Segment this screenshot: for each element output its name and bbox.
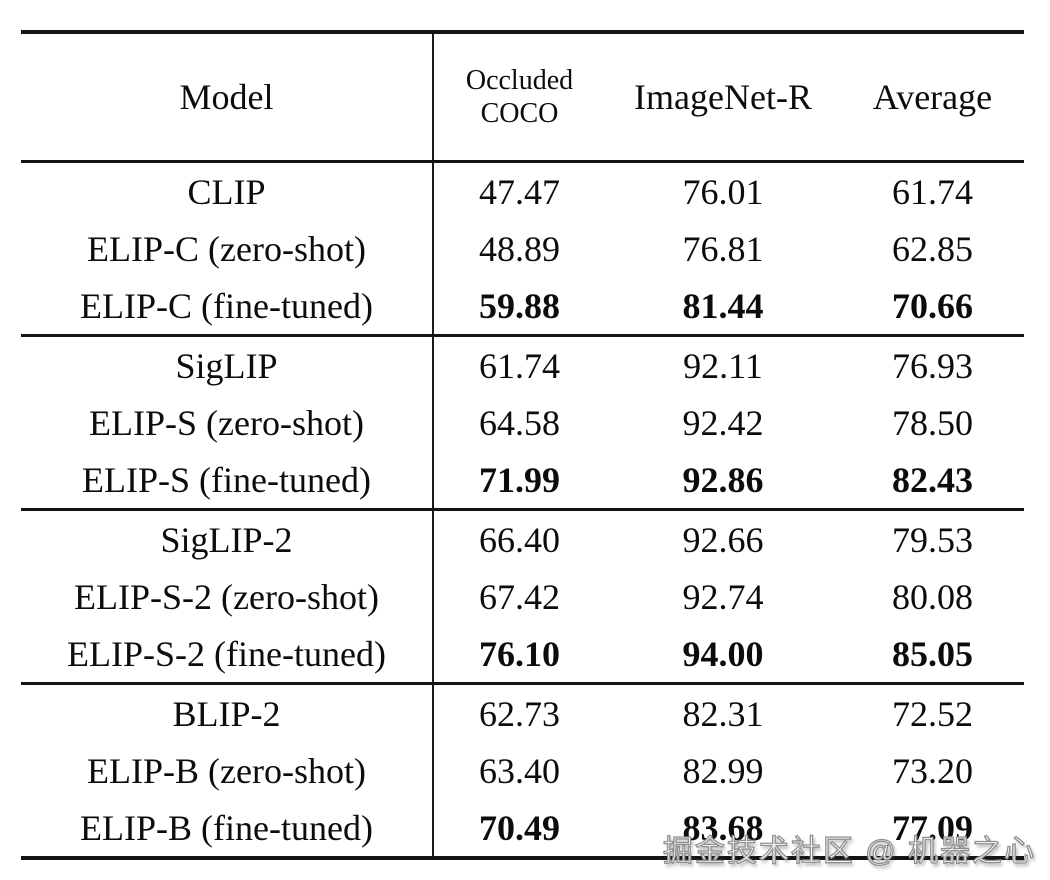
table-row: ELIP-S-2 (fine-tuned) 76.10 94.00 85.05 <box>21 625 1024 684</box>
table-row: BLIP-2 62.73 82.31 72.52 <box>21 683 1024 742</box>
occluded-coco-value: 71.99 <box>479 459 560 500</box>
imagenet-r-value: 81.44 <box>682 285 764 326</box>
average-value: 72.52 <box>892 693 973 734</box>
model-cell: ELIP-C (zero-shot) <box>21 220 434 277</box>
average-value: 79.53 <box>892 519 973 560</box>
header-row: Model Occluded COCO ImageNet-R Average <box>21 32 1024 162</box>
model-cell: ELIP-C (fine-tuned) <box>21 277 434 336</box>
table-row: SigLIP-2 66.40 92.66 79.53 <box>21 509 1024 568</box>
average-value: 77.09 <box>892 807 973 848</box>
table-row: ELIP-B (zero-shot) 63.40 82.99 73.20 <box>21 742 1024 799</box>
imagenet-r-value: 92.74 <box>682 576 764 617</box>
occluded-coco-value: 63.40 <box>479 750 560 791</box>
occluded-coco-value: 59.88 <box>479 285 560 326</box>
group-clip: CLIP 47.47 76.01 61.74 ELIP-C (zero-shot… <box>21 161 1024 336</box>
table-row: CLIP 47.47 76.01 61.74 <box>21 161 1024 220</box>
model-cell: ELIP-S (zero-shot) <box>21 394 434 451</box>
imagenet-r-value: 82.99 <box>682 750 764 791</box>
group-siglip: SigLIP 61.74 92.11 76.93 ELIP-S (zero-sh… <box>21 335 1024 510</box>
occluded-coco-value: 62.73 <box>479 693 560 734</box>
group-siglip-2: SigLIP-2 66.40 92.66 79.53 ELIP-S-2 (zer… <box>21 509 1024 684</box>
column-header-average: Average <box>872 77 993 117</box>
table-row: ELIP-C (zero-shot) 48.89 76.81 62.85 <box>21 220 1024 277</box>
results-table: Model Occluded COCO ImageNet-R Average C… <box>21 30 1024 860</box>
imagenet-r-value: 82.31 <box>682 693 764 734</box>
average-value: 61.74 <box>892 171 973 212</box>
imagenet-r-value: 92.86 <box>682 459 764 500</box>
occluded-line2: COCO <box>480 98 559 129</box>
table-row: ELIP-S (fine-tuned) 71.99 92.86 82.43 <box>21 451 1024 510</box>
imagenet-r-value: 92.66 <box>682 519 764 560</box>
model-cell: ELIP-B (fine-tuned) <box>21 799 434 858</box>
occluded-coco-value: 48.89 <box>479 228 560 269</box>
average-value: 82.43 <box>892 459 973 500</box>
model-cell: SigLIP <box>21 335 434 394</box>
imagenet-r-value: 83.68 <box>682 807 764 848</box>
model-cell: ELIP-S-2 (zero-shot) <box>21 568 434 625</box>
imagenet-r-value: 94.00 <box>682 633 764 674</box>
occluded-line1: Occluded <box>465 64 574 96</box>
average-value: 85.05 <box>892 633 973 674</box>
occluded-coco-value: 47.47 <box>479 171 560 212</box>
occluded-coco-value: 66.40 <box>479 519 560 560</box>
column-header-occluded-coco: Occluded COCO <box>433 32 605 162</box>
occluded-coco-value: 67.42 <box>479 576 560 617</box>
average-value: 78.50 <box>892 402 973 443</box>
imagenet-r-value: 92.42 <box>682 402 764 443</box>
imagenet-r-value: 92.11 <box>683 345 763 386</box>
table-row: ELIP-S-2 (zero-shot) 67.42 92.74 80.08 <box>21 568 1024 625</box>
model-cell: CLIP <box>21 161 434 220</box>
model-cell: SigLIP-2 <box>21 509 434 568</box>
average-value: 80.08 <box>892 576 973 617</box>
table-row: SigLIP 61.74 92.11 76.93 <box>21 335 1024 394</box>
average-value: 70.66 <box>892 285 973 326</box>
model-cell: ELIP-S-2 (fine-tuned) <box>21 625 434 684</box>
model-cell: BLIP-2 <box>21 683 434 742</box>
model-cell: ELIP-B (zero-shot) <box>21 742 434 799</box>
model-cell: ELIP-S (fine-tuned) <box>21 451 434 510</box>
average-value: 73.20 <box>892 750 973 791</box>
column-header-imagenet-r: ImageNet-R <box>634 77 812 117</box>
table-row: ELIP-S (zero-shot) 64.58 92.42 78.50 <box>21 394 1024 451</box>
occluded-coco-value: 70.49 <box>479 807 560 848</box>
imagenet-r-value: 76.01 <box>682 171 764 212</box>
table-row: ELIP-B (fine-tuned) 70.49 83.68 77.09 <box>21 799 1024 858</box>
imagenet-r-value: 76.81 <box>682 228 764 269</box>
average-value: 76.93 <box>892 345 973 386</box>
group-blip-2: BLIP-2 62.73 82.31 72.52 ELIP-B (zero-sh… <box>21 683 1024 858</box>
occluded-coco-value: 76.10 <box>479 633 560 674</box>
average-value: 62.85 <box>892 228 973 269</box>
column-header-model: Model <box>21 32 434 162</box>
occluded-coco-value: 64.58 <box>479 402 560 443</box>
table-row: ELIP-C (fine-tuned) 59.88 81.44 70.66 <box>21 277 1024 336</box>
occluded-coco-value: 61.74 <box>479 345 560 386</box>
watermark: 掘金技术社区 @ 机器之心 <box>662 834 1036 868</box>
table-header: Model Occluded COCO ImageNet-R Average <box>21 32 1024 162</box>
